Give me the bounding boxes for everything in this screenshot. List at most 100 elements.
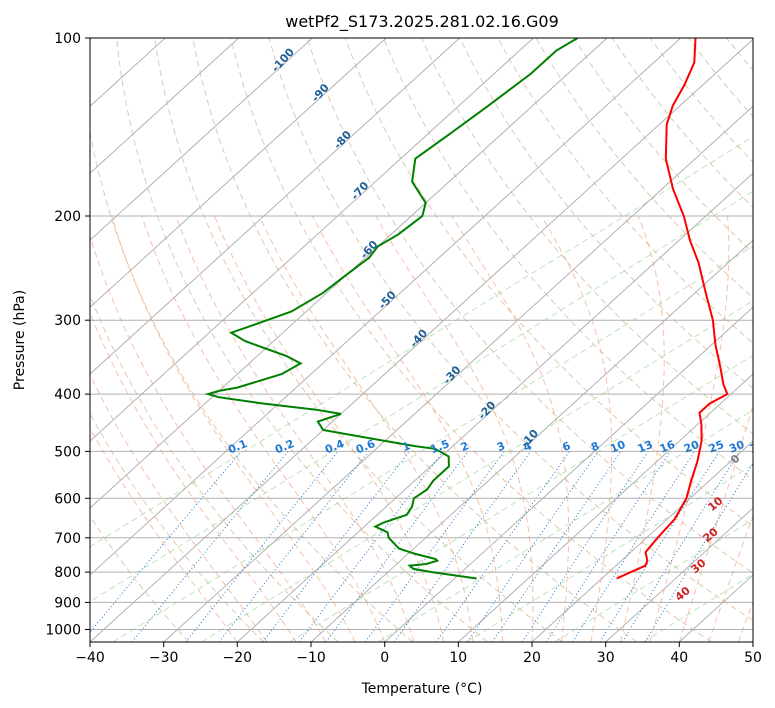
isotherm-line [310, 239, 753, 642]
moist-adiabat-line [375, 215, 534, 642]
x-tick-label: 20 [523, 650, 541, 666]
red-label: 40 [673, 584, 693, 604]
moist-adiabat-line [649, 215, 730, 642]
moist-adiabat-line [451, 215, 570, 642]
x-tick-label: 40 [670, 650, 688, 666]
mixing-ratio-label: 2 [459, 439, 471, 454]
y-tick-label: 300 [54, 313, 81, 329]
moist-adiabat-line [737, 600, 753, 642]
mixing-ratio-label: 25 [707, 438, 726, 456]
guide-line [90, 190, 753, 603]
line-labels: 0.1 0.2 0.4 0.6 1 1.5 2 3 4 6 8 10 13 16 20 25 30 36-100-… [226, 45, 767, 604]
x-tick-label: −20 [223, 650, 253, 666]
isotherm-line [90, 38, 240, 174]
moist-adiabat-line [258, 215, 474, 642]
y-axis-label: Pressure (hPa) [12, 290, 28, 390]
mixing-ratio-line [218, 451, 370, 642]
moist-adiabat-line [540, 215, 613, 642]
dry-adiabat-line [649, 38, 753, 163]
red-label: 30 [689, 556, 709, 576]
dry-adiabat-line [497, 38, 753, 344]
red-label: 10 [705, 494, 725, 514]
chart-title: wetPf2_S173.2025.281.02.16.G09 [285, 12, 559, 32]
isotherm-line [90, 38, 534, 442]
moist-adiabat-line [141, 215, 386, 642]
mixing-ratio-label: 1.5 [428, 437, 451, 456]
moist-adiabat-line [90, 311, 297, 642]
isotherm-label: -40 [407, 326, 430, 350]
isotherm-label: -30 [441, 363, 464, 387]
isotherm-line [752, 641, 753, 642]
mixing-ratio-line [298, 451, 444, 642]
dry-adiabat-line [611, 38, 753, 209]
mixing-ratio-line [393, 451, 532, 642]
dry-adiabat-line [192, 38, 638, 642]
y-tick-label: 100 [54, 31, 81, 47]
y-tick-label: 900 [54, 595, 81, 611]
dry-adiabat-line [90, 515, 190, 642]
mixing-ratio-line [545, 451, 671, 642]
x-axis-label: Temperature (°C) [361, 681, 483, 697]
y-tick-label: 200 [54, 209, 81, 225]
isotherm-line [531, 440, 753, 642]
isotherm-line [236, 172, 753, 642]
mixing-ratio-label: 16 [658, 438, 677, 456]
isotherm-line [90, 38, 461, 375]
x-axis: −40 −30 −20 −10 0 10 20 30 40 50 [75, 642, 762, 666]
dry-adiabat-line [268, 38, 753, 622]
isotherm-line [163, 105, 753, 642]
dry-adiabat-line [765, 38, 775, 642]
y-tick-label: 400 [54, 387, 81, 403]
mixing-ratio-line [90, 451, 242, 633]
isotherm-line [678, 574, 753, 642]
x-tick-label: −30 [149, 650, 179, 666]
mixing-ratio-line [262, 451, 410, 642]
isotherm-label: -20 [476, 398, 499, 422]
x-tick-label: 0 [380, 650, 389, 666]
moist-adiabat-line [111, 215, 356, 642]
guide-line [90, 136, 753, 548]
guide-line [643, 573, 753, 642]
mixing-ratio-label: 30 [727, 438, 746, 456]
dry-adiabat-line [116, 38, 488, 642]
x-tick-label: −40 [75, 650, 105, 666]
mixing-ratio-line [621, 451, 741, 642]
isotherm-line [384, 306, 753, 642]
isotherm-label: -80 [331, 128, 354, 152]
moist-adiabat-line [175, 215, 415, 642]
mixing-ratio-line [644, 462, 753, 642]
mixing-ratio-line [491, 451, 622, 642]
isotherm-line [457, 373, 753, 642]
dry-adiabat-line [90, 129, 414, 642]
isotherm-label: -60 [358, 238, 381, 262]
y-tick-label: 600 [54, 491, 81, 507]
guide-line [112, 245, 753, 642]
x-tick-label: −10 [296, 650, 326, 666]
guide-line [289, 354, 753, 642]
mixing-ratio-label: 0.4 [323, 437, 346, 456]
x-tick-label: 30 [597, 650, 615, 666]
guide-line [466, 464, 753, 642]
dry-adiabat-line [230, 38, 712, 642]
mixing-ratio-line [572, 451, 696, 642]
mixing-ratio-label: 36 [748, 438, 767, 456]
isotherm-line [90, 38, 682, 576]
y-axis: 100 200 300 400 500 600 700 800 900 1000 [45, 31, 90, 639]
mixing-ratio-line [131, 451, 289, 642]
mixing-ratio-line [467, 451, 599, 642]
isotherm-line [90, 38, 753, 642]
moist-adiabat-line [90, 426, 238, 642]
moist-adiabat-line [311, 215, 503, 642]
isotherm-line [90, 38, 313, 241]
guide-line [554, 518, 753, 642]
mixing-ratio-line [435, 451, 571, 642]
dry-adiabat-line [154, 38, 563, 642]
x-tick-label: 50 [744, 650, 762, 666]
mixing-ratio-label: 0.2 [273, 437, 296, 456]
moist-adiabat-line [708, 514, 753, 642]
dry-adiabat-line [344, 38, 753, 527]
moist-adiabat-line [90, 373, 268, 642]
y-tick-label: 800 [54, 565, 81, 581]
moist-adiabat-line [90, 234, 327, 642]
mixing-ratio-label: 1 [400, 439, 412, 454]
